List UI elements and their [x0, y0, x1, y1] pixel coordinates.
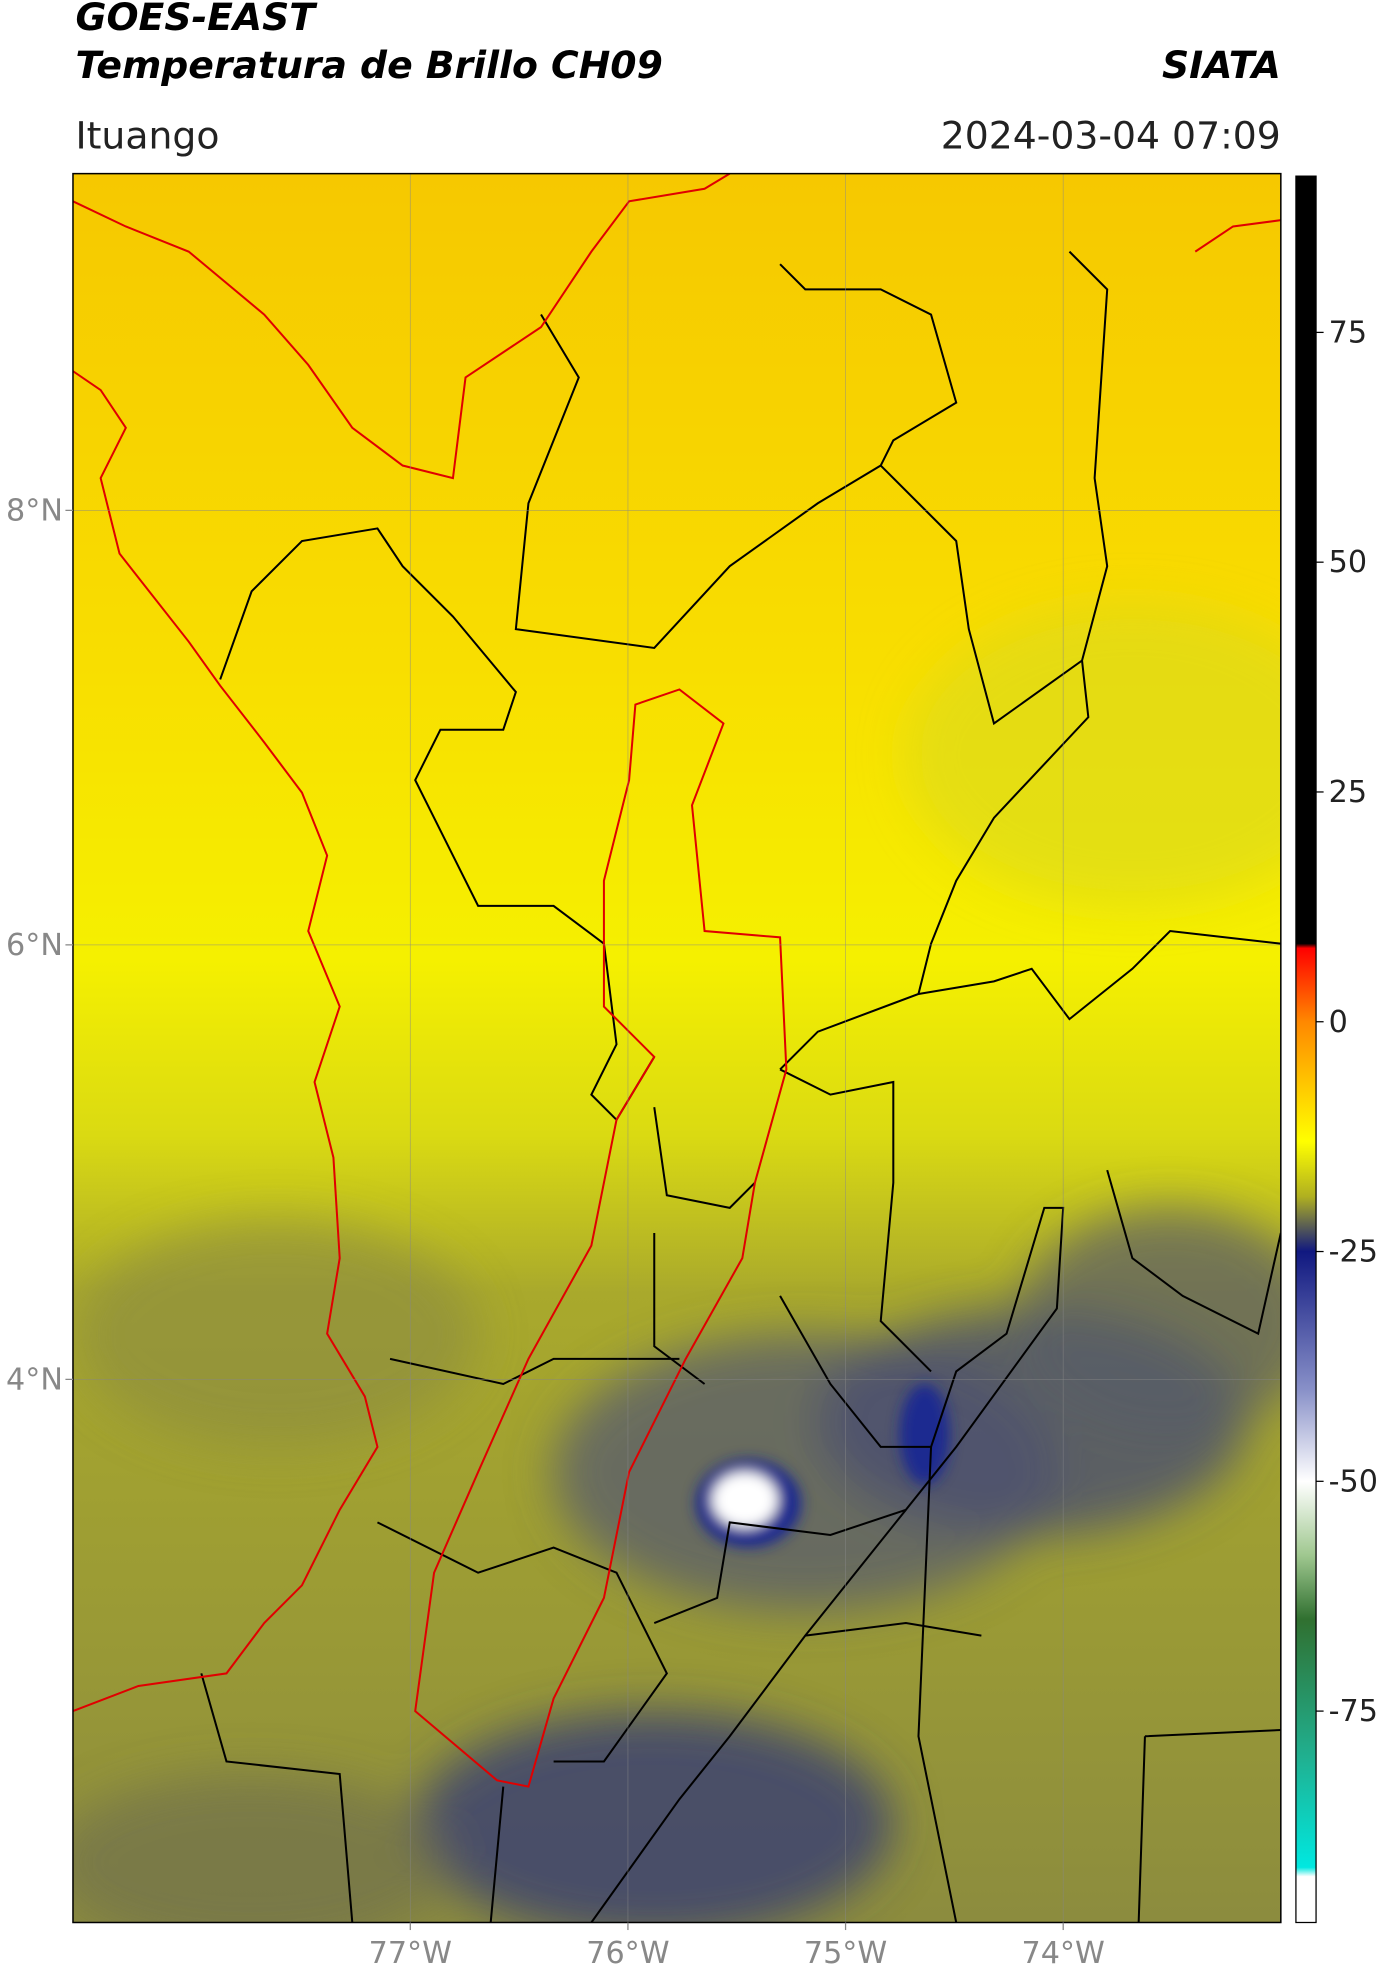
title: GOES-EAST — [75, 0, 318, 39]
colorbar-tick-label: 25 — [1329, 775, 1367, 810]
y-tick-label: 6°N — [6, 928, 63, 963]
cold-tops — [695, 1383, 950, 1548]
map-frame — [72, 172, 1282, 1924]
basin-outline — [414, 688, 788, 1788]
x-tick-label: 75°W — [804, 1936, 887, 1971]
borders — [200, 250, 1281, 1923]
colorbar-tick-label: 50 — [1329, 545, 1367, 580]
coastline — [72, 173, 1281, 1713]
y-tick-label: 4°N — [6, 1362, 63, 1397]
y-tick-label: 8°N — [6, 493, 63, 528]
colorbar-tick-label: 0 — [1329, 1005, 1348, 1040]
colorbar-tick-label: 75 — [1329, 315, 1367, 350]
colorbar-tick-label: -50 — [1329, 1464, 1378, 1499]
colorbar-tick-label: -25 — [1329, 1235, 1378, 1270]
colorbar — [1295, 175, 1317, 1924]
subtitle: Temperatura de Brillo CH09 — [75, 43, 662, 87]
source: SIATA — [1162, 43, 1281, 87]
location: Ituango — [75, 113, 219, 157]
map-area — [72, 173, 1281, 1923]
x-tick-label: 74°W — [1022, 1936, 1105, 1971]
x-tick-label: 76°W — [586, 1936, 669, 1971]
datetime: 2024-03-04 07:09 — [941, 113, 1281, 157]
x-tick-label: 77°W — [369, 1936, 452, 1971]
map-background — [72, 173, 1281, 1923]
colorbar-tick-label: -75 — [1329, 1694, 1378, 1729]
